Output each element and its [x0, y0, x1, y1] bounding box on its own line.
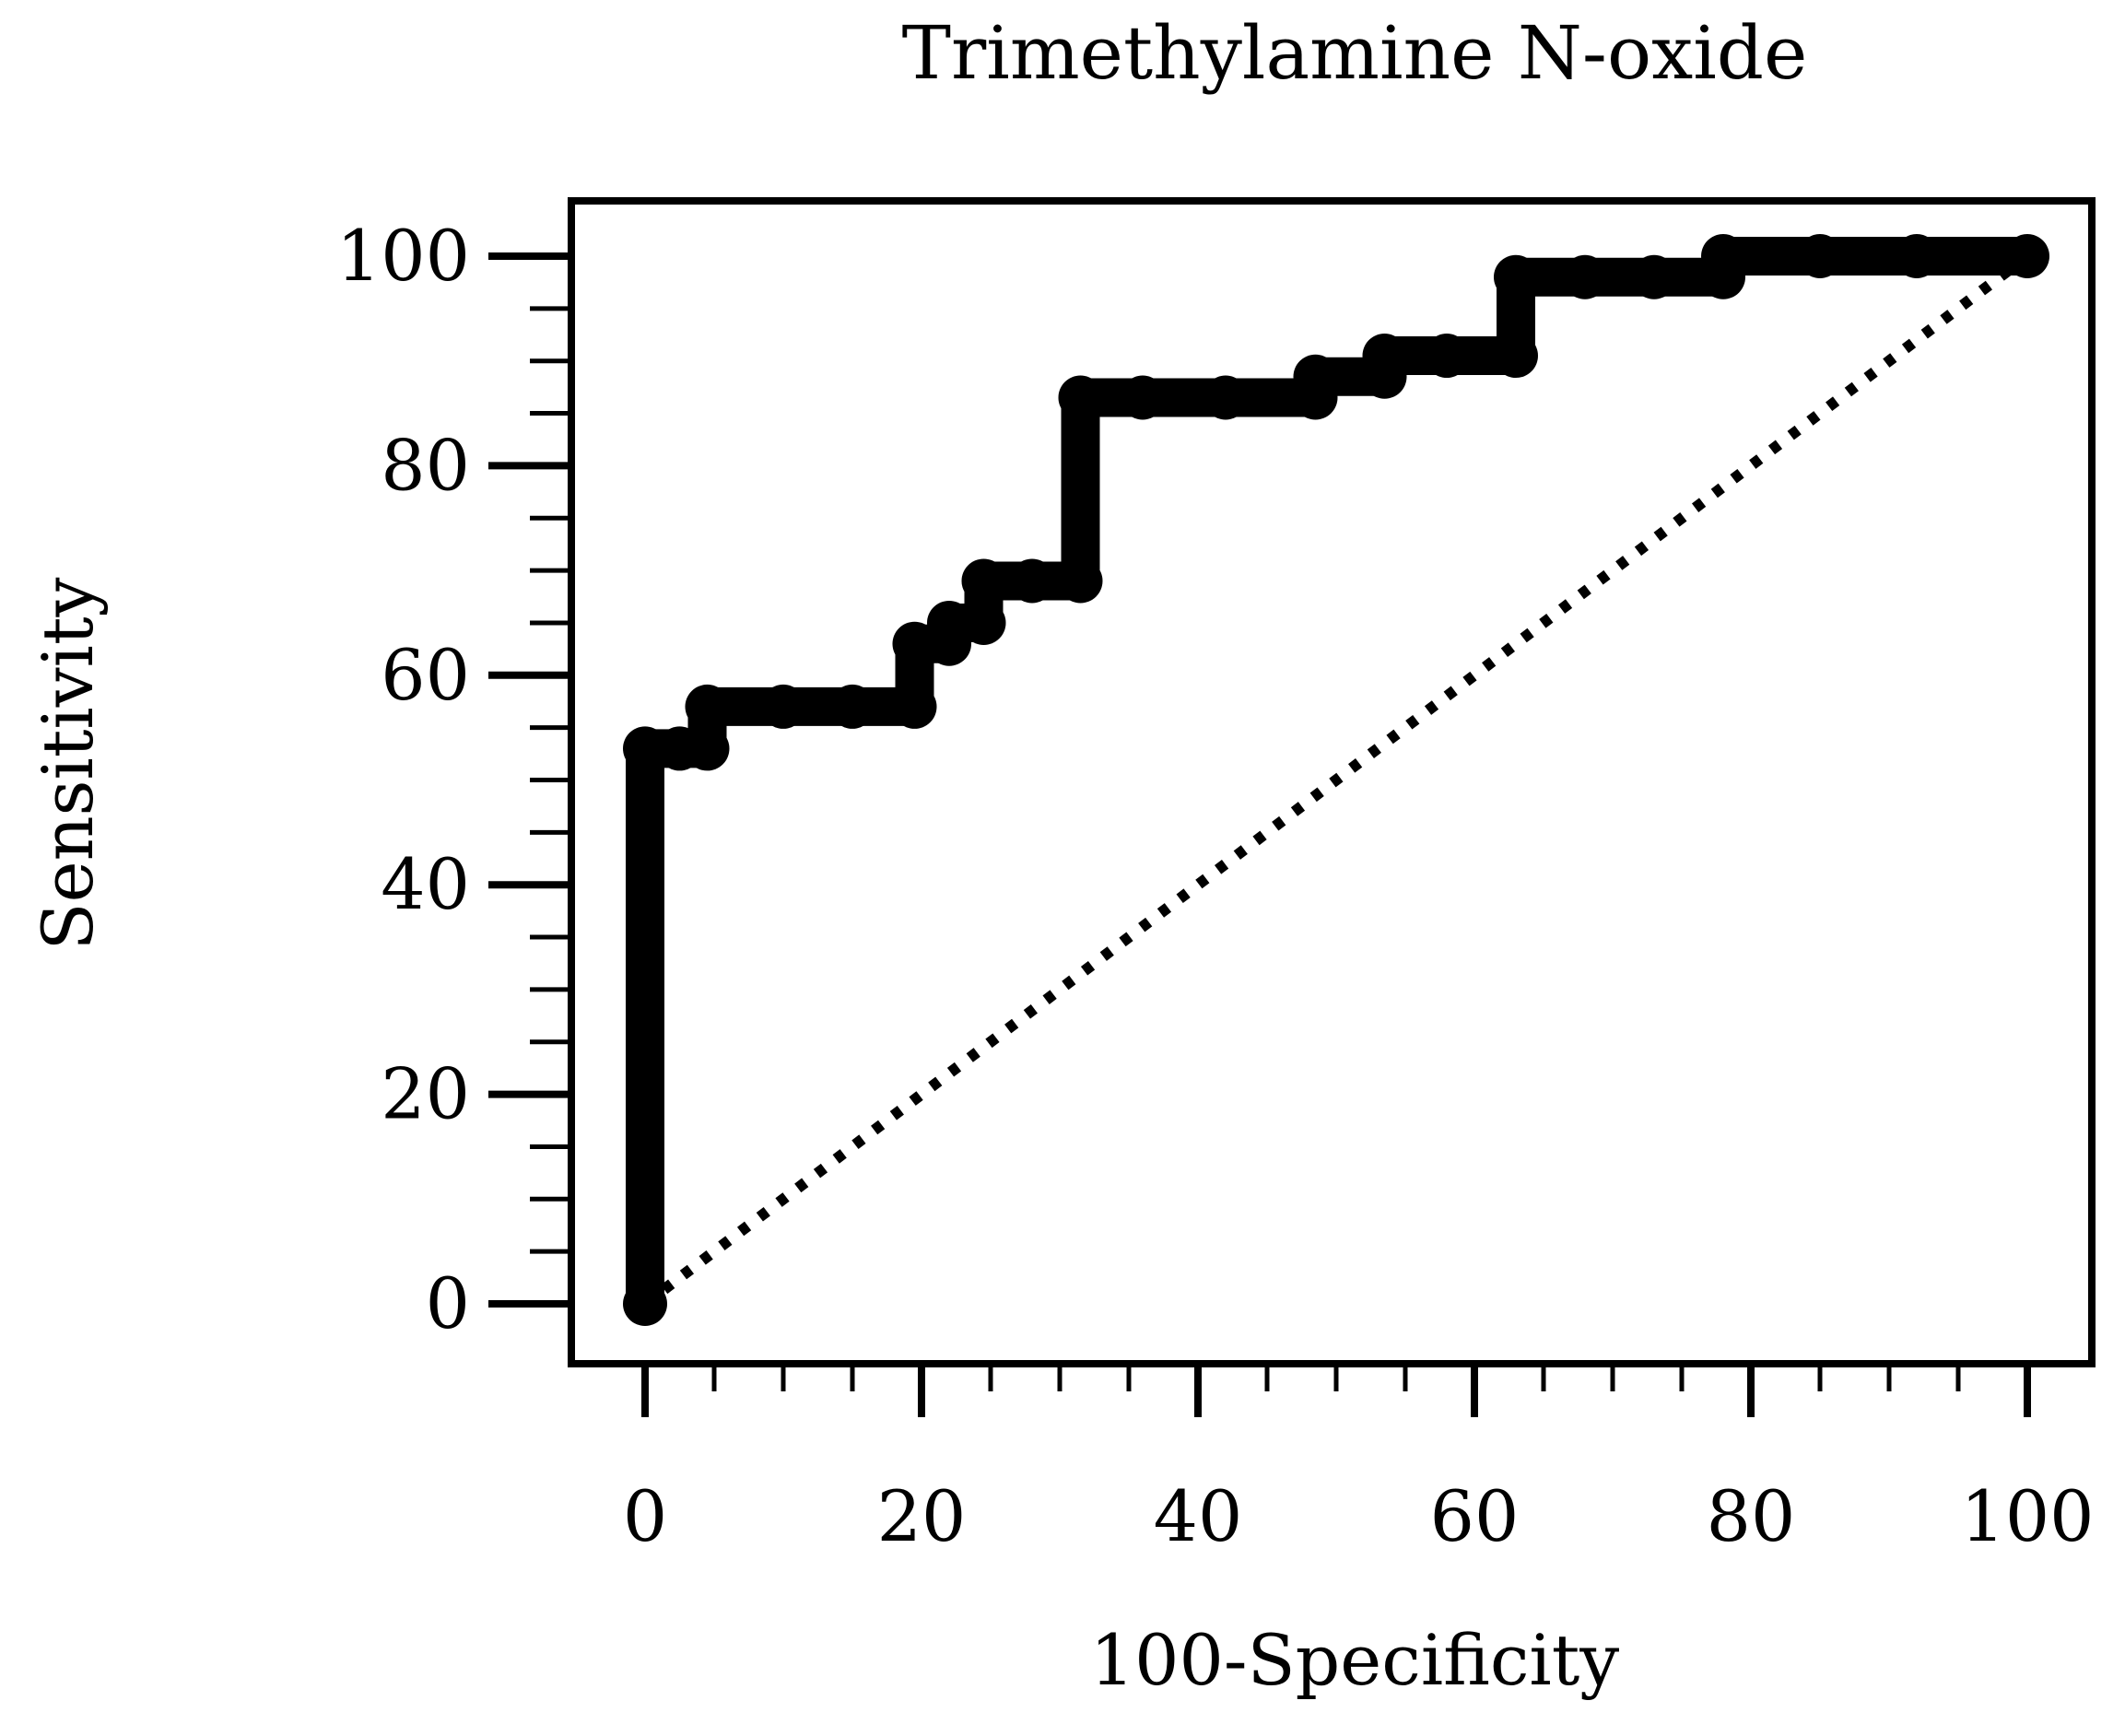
- roc-point: [1798, 234, 1842, 278]
- y-tick-label: 100: [336, 215, 470, 297]
- roc-point: [1010, 558, 1054, 604]
- roc-point: [1563, 254, 1607, 299]
- y-axis: 0 20 40 60 80 100: [336, 215, 571, 1344]
- roc-point: [685, 684, 730, 729]
- roc-point: [761, 684, 805, 729]
- reference-diagonal: [641, 252, 2031, 1308]
- x-tick-label: 20: [877, 1475, 967, 1557]
- roc-point: [1425, 334, 1469, 379]
- roc-point: [1121, 375, 1165, 420]
- roc-point: [1632, 254, 1676, 299]
- roc-point: [1058, 558, 1103, 604]
- roc-point: [623, 726, 667, 771]
- chart-title: Trimethylamine N-oxide: [902, 10, 1808, 96]
- y-tick-label: 20: [381, 1053, 470, 1135]
- roc-point: [892, 621, 937, 666]
- roc-point: [1203, 375, 1248, 420]
- x-axis-label: 100-Specificity: [1090, 1619, 1619, 1701]
- x-tick-label: 80: [1707, 1475, 1796, 1557]
- x-tick-label: 100: [1960, 1475, 2094, 1557]
- y-tick-label: 60: [381, 634, 470, 716]
- roc-point: [892, 684, 937, 729]
- roc-point: [1362, 334, 1407, 379]
- roc-point: [685, 726, 730, 771]
- roc-point: [1895, 234, 1939, 278]
- roc-point: [961, 600, 1006, 645]
- roc-point: [2005, 234, 2049, 278]
- x-tick-label: 60: [1430, 1475, 1520, 1557]
- roc-point: [1058, 375, 1103, 420]
- y-tick-label: 40: [381, 843, 470, 925]
- roc-point: [927, 600, 971, 645]
- roc-point: [1494, 254, 1538, 299]
- roc-point: [1701, 234, 1745, 278]
- roc-point: [1293, 354, 1338, 399]
- y-axis-label: Sensitivity: [27, 578, 109, 951]
- x-axis: 0 20 40 60 80 100: [623, 1364, 2095, 1557]
- roc-point: [623, 1282, 667, 1326]
- roc-point: [1494, 334, 1538, 379]
- x-tick-label: 0: [623, 1475, 667, 1557]
- x-tick-label: 40: [1154, 1475, 1243, 1557]
- y-tick-label: 0: [426, 1262, 470, 1344]
- roc-point: [830, 684, 875, 729]
- reference-diagonal-line: [641, 252, 2031, 1308]
- roc-curve: [623, 234, 2049, 1326]
- roc-point: [961, 558, 1006, 604]
- y-tick-label: 80: [381, 424, 470, 506]
